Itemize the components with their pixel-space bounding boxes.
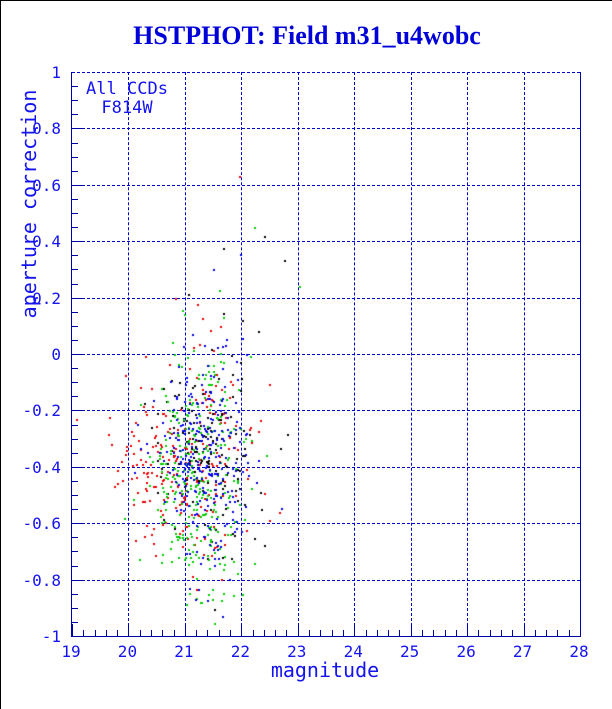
x-tick-label: 28 [569,642,589,661]
y-tick-label: -0.2 [22,401,61,421]
scatter-points-canvas [72,72,580,636]
annotation-all-ccds: All CCDs [86,79,168,99]
x-tick-label: 21 [174,642,194,661]
y-tick-label: 0.6 [32,175,61,195]
y-tick-label: 0.2 [32,288,61,308]
y-tick-label: -0.4 [22,457,61,477]
x-tick-label: 27 [512,642,533,661]
y-tick-label: 0 [51,345,61,364]
y-tick-label: -0.6 [22,514,61,534]
x-tick-label: 22 [230,642,250,661]
y-tick-label: 1 [51,63,61,82]
x-tick-label: 24 [343,642,363,661]
y-tick-label: 0.8 [32,119,61,139]
plot-frame [71,72,581,637]
y-tick-label: 0.4 [32,232,61,252]
x-tick-label: 23 [287,642,307,661]
x-major-tick [580,624,581,636]
x-tick-label: 25 [400,642,420,661]
chart-title: HSTPHOT: Field m31_u4wobc [133,21,481,50]
y-axis-label: aperture correction [17,89,41,319]
x-tick-label: 26 [456,642,476,661]
y-tick-label: -0.8 [22,570,61,590]
x-axis-label: magnitude [270,658,380,682]
x-tick-label: 20 [117,642,138,661]
y-tick-label: -1 [41,627,61,646]
annotation-filter-f814w: F814W [101,98,153,118]
x-tick-label: 19 [61,642,81,661]
